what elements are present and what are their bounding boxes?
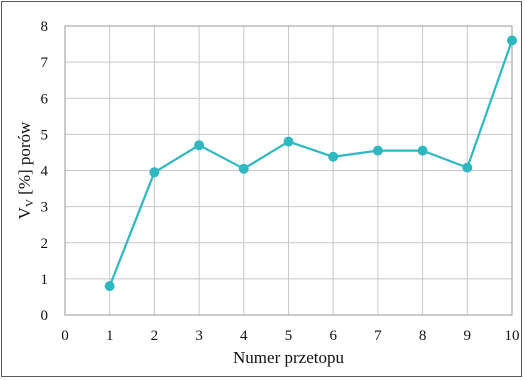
x-tick-label: 9 [464, 328, 472, 344]
y-axis-title-subscript: V [24, 199, 36, 207]
data-point [149, 167, 160, 178]
y-tick-label: 0 [41, 308, 49, 324]
y-axis-ticks: 0 1 2 3 4 5 6 7 8 [41, 19, 49, 324]
y-tick-label: 4 [41, 164, 49, 180]
series-line [108, 40, 514, 287]
y-tick-label: 6 [41, 91, 49, 107]
data-point [328, 151, 339, 162]
x-tick-label: 10 [505, 328, 520, 344]
x-tick-label: 3 [195, 328, 203, 344]
y-axis-title-rest: [%] porów [15, 121, 34, 199]
data-point [283, 136, 294, 147]
data-point [372, 145, 383, 156]
x-tick-label: 1 [106, 328, 114, 344]
x-tick-label: 5 [285, 328, 293, 344]
x-tick-label: 8 [419, 328, 427, 344]
data-point [507, 35, 517, 46]
data-point [194, 140, 205, 151]
data-point [238, 163, 249, 174]
y-tick-label: 1 [41, 272, 49, 288]
y-axis-title: VV [%] porów [15, 121, 36, 219]
x-tick-label: 4 [240, 328, 248, 344]
data-point [104, 281, 115, 292]
x-tick-label: 2 [151, 328, 159, 344]
y-axis-title-main: V [15, 206, 34, 219]
plot-area [64, 25, 513, 316]
y-tick-label: 3 [41, 200, 49, 216]
x-axis-title: Numer przetopu [233, 348, 344, 367]
x-tick-label: 6 [329, 328, 337, 344]
series-layer [104, 35, 517, 292]
x-tick-label: 7 [374, 328, 382, 344]
plot-border [64, 25, 513, 316]
grid-lines [64, 25, 513, 316]
data-point [417, 145, 428, 156]
x-tick-label: 0 [61, 328, 69, 344]
y-tick-label: 5 [41, 127, 49, 143]
y-tick-label: 7 [41, 55, 49, 71]
x-axis-ticks: 0 1 2 3 4 5 6 7 8 9 10 [61, 328, 519, 344]
y-tick-label: 2 [41, 236, 49, 252]
y-tick-label: 8 [41, 19, 49, 35]
data-point [462, 162, 473, 173]
